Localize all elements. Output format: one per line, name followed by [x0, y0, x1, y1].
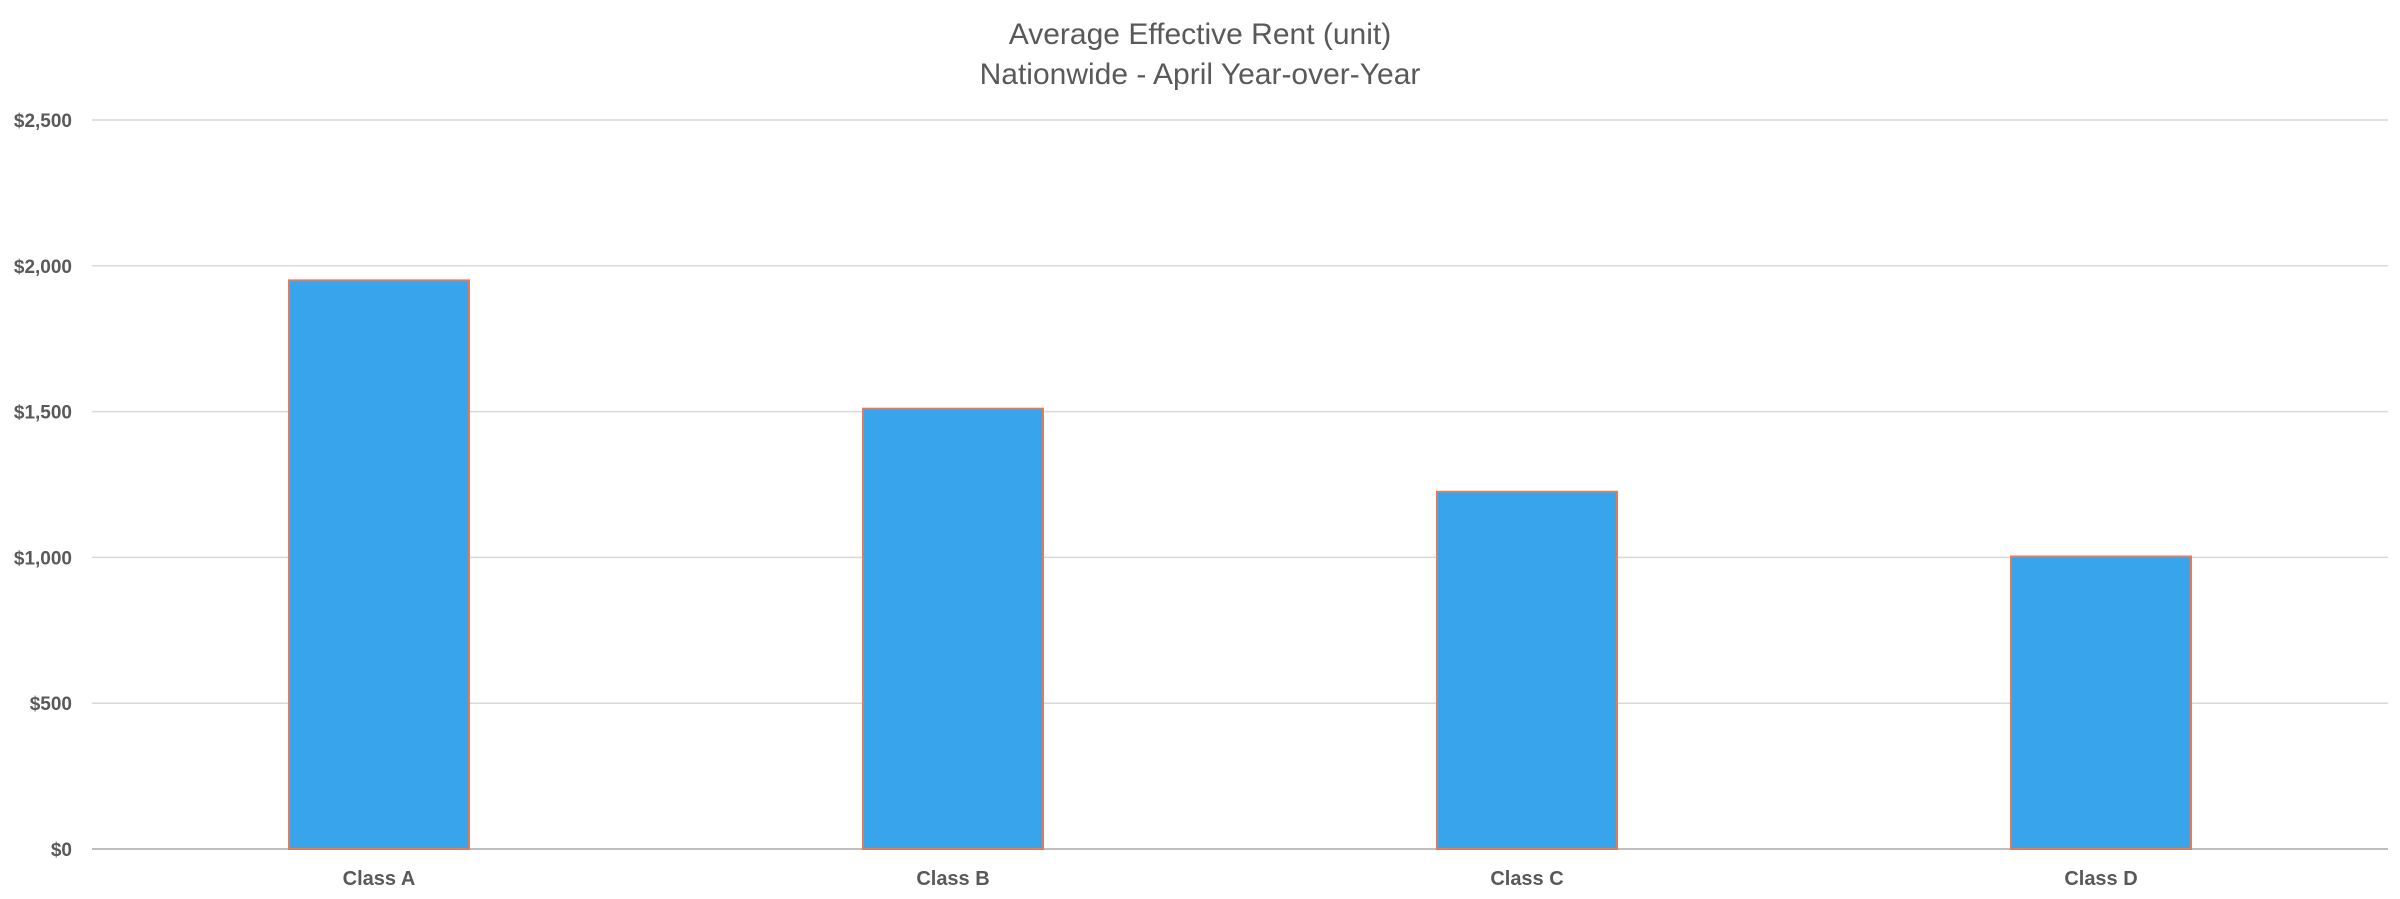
y-tick-label: $1,500	[14, 403, 72, 424]
bar-class-b	[862, 407, 1044, 850]
chart-subtitle: Nationwide - April Year-over-Year	[979, 58, 1421, 91]
x-tick-label: Class A	[343, 868, 416, 890]
y-tick-label: $2,500	[14, 111, 72, 132]
y-tick-label: $500	[30, 694, 72, 715]
chart-title: Average Effective Rent (unit)	[1008, 18, 1392, 51]
y-tick-label: $1,000	[14, 548, 72, 569]
y-axis-tick-labels: $0 $500 $1,000 $1,500 $2,000 $2,500	[14, 111, 72, 861]
bar-class-c	[1436, 490, 1618, 850]
x-tick-label: Class B	[916, 868, 989, 890]
bar-class-d	[2010, 555, 2192, 850]
bars	[288, 279, 2192, 850]
bar-class-a	[288, 279, 470, 850]
gridlines	[92, 119, 2388, 850]
x-axis-category-labels: Class A Class B Class C Class D	[343, 868, 2138, 890]
y-tick-label: $0	[51, 840, 72, 861]
x-tick-label: Class D	[2064, 868, 2137, 890]
x-tick-label: Class C	[1490, 868, 1563, 890]
y-tick-label: $2,000	[14, 257, 72, 278]
